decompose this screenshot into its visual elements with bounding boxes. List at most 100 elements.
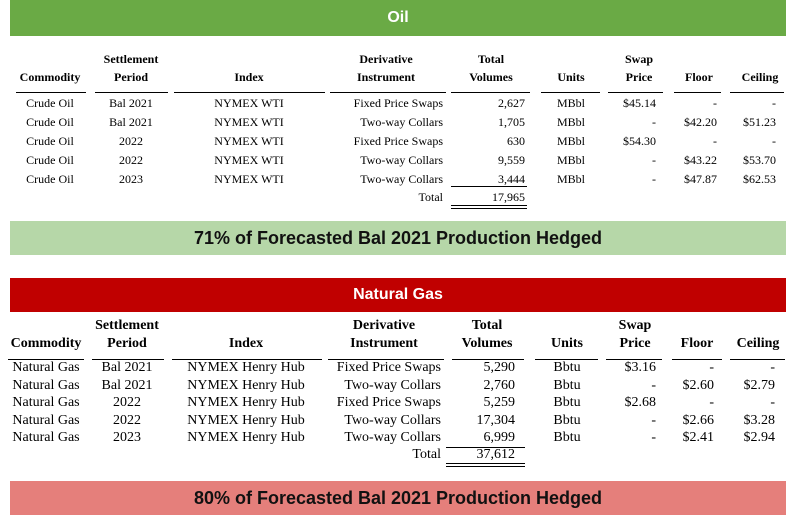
gas-header-underline	[730, 359, 785, 360]
oil-cell-index: NYMEX WTI	[214, 172, 284, 186]
oil-cell-instrument: Two-way Collars	[360, 115, 443, 129]
gas-header-settlement-2: Period	[107, 336, 147, 351]
gas-header-index: Index	[228, 336, 264, 351]
oil-header-total-2: Volumes	[469, 70, 513, 84]
gas-cell-volumes: 6,999	[483, 430, 516, 446]
gas-cell-period: 2022	[113, 412, 141, 428]
oil-total-double-underline	[451, 205, 527, 209]
oil-cell-period: 2022	[119, 134, 143, 148]
gas-cell-swap: -	[651, 430, 656, 446]
gas-total-double-underline	[446, 463, 525, 467]
oil-header-underline	[95, 92, 168, 93]
gas-header-underline	[8, 359, 84, 360]
oil-cell-volumes: 630	[507, 134, 525, 148]
oil-cell-swap: -	[652, 115, 656, 129]
gas-cell-commodity: Natural Gas	[12, 412, 80, 428]
gas-cell-index: NYMEX Henry Hub	[187, 430, 305, 446]
oil-cell-index: NYMEX WTI	[214, 134, 284, 148]
oil-header-units: Units	[557, 70, 585, 84]
gas-summary-banner: 80% of Forecasted Bal 2021 Production He…	[10, 481, 786, 515]
oil-header-underline	[674, 92, 721, 93]
gas-cell-floor: -	[709, 395, 714, 411]
oil-header-underline	[608, 92, 663, 93]
oil-cell-ceiling: -	[772, 134, 776, 148]
oil-sum-line	[451, 186, 527, 187]
oil-header-derivative-2: Instrument	[356, 70, 416, 84]
gas-header-swap-1: Swap	[618, 318, 652, 333]
oil-header-floor: Floor	[685, 70, 713, 84]
oil-cell-volumes: 1,705	[498, 115, 525, 129]
gas-cell-volumes: 5,290	[483, 360, 516, 375]
oil-cell-units: MBbl	[556, 153, 586, 167]
gas-header-underline	[535, 359, 598, 360]
gas-cell-index: NYMEX Henry Hub	[187, 395, 305, 411]
gas-cell-units: Bbtu	[553, 395, 581, 411]
oil-header-derivative-1: Derivative	[359, 52, 413, 66]
oil-header-underline	[541, 92, 600, 93]
gas-header-underline	[328, 359, 444, 360]
gas-cell-instrument: Two-way Collars	[344, 430, 441, 446]
oil-cell-volumes: 9,559	[498, 153, 525, 167]
gas-header-floor: Floor	[680, 336, 714, 351]
oil-header-ceiling: Ceiling	[741, 70, 779, 84]
oil-cell-ceiling: $53.70	[743, 153, 776, 167]
gas-header-underline	[606, 359, 662, 360]
gas-header-underline	[92, 359, 164, 360]
oil-cell-commodity: Crude Oil	[26, 96, 74, 110]
oil-cell-units: MBbl	[556, 134, 586, 148]
gas-cell-swap: -	[651, 377, 656, 393]
gas-sum-line	[446, 447, 525, 448]
oil-cell-instrument: Fixed Price Swaps	[353, 134, 443, 148]
gas-summary-text: 80% of Forecasted Bal 2021 Production He…	[193, 487, 603, 508]
gas-cell-ceiling: $2.94	[743, 430, 776, 446]
gas-cell-instrument: Fixed Price Swaps	[336, 395, 441, 411]
oil-cell-ceiling: $62.53	[743, 172, 776, 186]
oil-cell-swap: $54.30	[623, 134, 656, 148]
oil-total-value: 17,965	[492, 190, 525, 204]
oil-cell-commodity: Crude Oil	[26, 172, 74, 186]
oil-cell-floor: -	[713, 96, 717, 110]
oil-summary-banner: 71% of Forecasted Bal 2021 Production He…	[10, 221, 786, 255]
gas-header-underline	[672, 359, 722, 360]
oil-cell-volumes: 2,627	[498, 96, 525, 110]
gas-cell-instrument: Fixed Price Swaps	[336, 360, 441, 375]
oil-cell-floor: -	[713, 134, 717, 148]
oil-header-total-1: Total	[477, 52, 505, 66]
oil-cell-ceiling: $51.23	[743, 115, 776, 129]
oil-summary-text: 71% of Forecasted Bal 2021 Production He…	[193, 227, 603, 248]
gas-cell-ceiling: $3.28	[743, 412, 776, 428]
gas-header-settlement-1: Settlement	[95, 318, 159, 333]
gas-cell-swap: -	[651, 412, 656, 428]
gas-cell-units: Bbtu	[553, 377, 581, 393]
oil-cell-index: NYMEX WTI	[214, 96, 284, 110]
oil-cell-units: MBbl	[556, 115, 586, 129]
oil-cell-commodity: Crude Oil	[26, 115, 74, 129]
oil-cell-index: NYMEX WTI	[214, 153, 284, 167]
gas-cell-commodity: Natural Gas	[12, 360, 80, 375]
gas-cell-period: Bal 2021	[101, 360, 153, 375]
oil-cell-floor: $47.87	[684, 172, 717, 186]
oil-cell-commodity: Crude Oil	[26, 153, 74, 167]
gas-cell-instrument: Two-way Collars	[344, 412, 441, 428]
oil-header-underline	[174, 92, 325, 93]
oil-header-settlement-2: Period	[114, 70, 148, 84]
gas-cell-ceiling: -	[770, 360, 775, 375]
gas-cell-index: NYMEX Henry Hub	[187, 412, 305, 428]
gas-header-ceiling: Ceiling	[736, 336, 780, 351]
oil-cell-period: Bal 2021	[109, 96, 153, 110]
oil-header-settlement-1: Settlement	[103, 52, 159, 66]
oil-cell-floor: $42.20	[684, 115, 717, 129]
oil-header-underline	[730, 92, 784, 93]
gas-cell-instrument: Two-way Collars	[344, 377, 441, 393]
gas-cell-swap: $2.68	[624, 395, 657, 411]
gas-cell-units: Bbtu	[553, 360, 581, 375]
oil-cell-floor: $43.22	[684, 153, 717, 167]
oil-header-underline	[16, 92, 86, 93]
oil-header-commodity: Commodity	[19, 70, 81, 84]
gas-section-header: Natural Gas	[10, 278, 786, 312]
gas-cell-units: Bbtu	[553, 430, 581, 446]
gas-cell-commodity: Natural Gas	[12, 377, 80, 393]
oil-cell-ceiling: -	[772, 96, 776, 110]
gas-header-total-1: Total	[471, 318, 503, 333]
oil-section-title: Oil	[387, 9, 409, 26]
